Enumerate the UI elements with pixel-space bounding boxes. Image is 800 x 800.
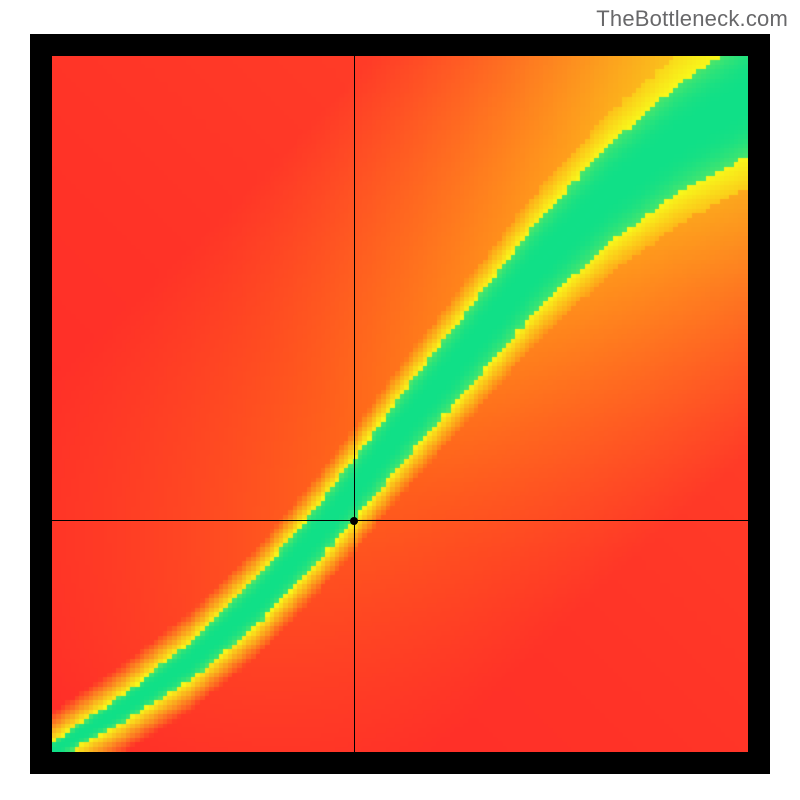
crosshair-horizontal	[52, 520, 748, 521]
watermark-text: TheBottleneck.com	[596, 6, 788, 32]
crosshair-marker	[350, 517, 358, 525]
bottleneck-heatmap	[52, 56, 748, 752]
crosshair-vertical	[354, 56, 355, 752]
